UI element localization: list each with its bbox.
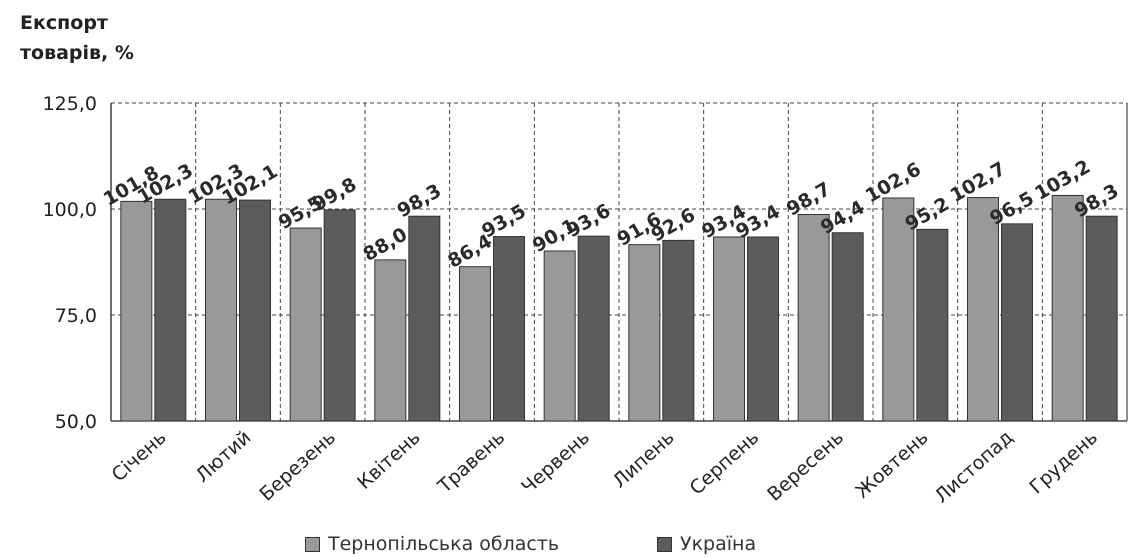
legend-swatch-ukraine: [657, 536, 672, 552]
bar-ukraine: [408, 215, 441, 422]
bar-ukraine: [1085, 215, 1118, 422]
legend-swatch-ternopil: [305, 536, 320, 552]
bar-ternopil: [289, 227, 322, 422]
bar-ternopil: [882, 197, 915, 422]
bar-ternopil: [1051, 194, 1084, 422]
x-tick-label: Червень: [517, 426, 594, 498]
legend-item-ukraine: Україна: [657, 532, 756, 556]
legend: Тернопільська область Україна: [0, 532, 1131, 557]
bar-ternopil: [713, 236, 745, 422]
y-tick-label: 100,0: [43, 199, 97, 221]
bar-ternopil: [120, 200, 153, 422]
x-tick-label: Серпень: [686, 426, 764, 499]
x-tick-label: Січень: [108, 426, 171, 486]
y-tick-label: 75,0: [55, 305, 97, 327]
bar-ukraine: [1001, 223, 1033, 422]
x-tick-label: Травень: [433, 426, 509, 498]
x-tick-label: Квітень: [353, 426, 424, 493]
bar-ukraine: [831, 232, 864, 422]
x-tick-label: Липень: [609, 426, 679, 492]
y-tick-label: 125,0: [43, 93, 97, 115]
bar-ternopil: [543, 250, 576, 422]
bar-ternopil: [797, 214, 830, 422]
bar-ukraine: [323, 209, 356, 422]
legend-label-ukraine: Україна: [680, 533, 757, 555]
y-axis-title-line-1: Експорт: [20, 12, 108, 34]
bar-ternopil: [374, 259, 407, 422]
y-axis-title-line-2: товарів, %: [20, 42, 134, 64]
x-tick-label: Жовтень: [851, 426, 932, 502]
x-tick-label: Березень: [256, 426, 340, 505]
bar-ternopil: [628, 244, 661, 422]
x-tick-label: Лютий: [192, 426, 256, 487]
bar-ukraine: [747, 236, 779, 422]
bar-ukraine: [239, 199, 271, 422]
bar-ukraine: [493, 236, 525, 422]
bar-ukraine: [154, 198, 187, 422]
bar-chart: 50,075,0100,0125,0101,8102,3Січень102,31…: [43, 93, 1128, 508]
x-tick-label: Грудень: [1025, 426, 1102, 498]
bar-ternopil: [459, 266, 491, 422]
legend-label-ternopil: Тернопільська область: [328, 533, 560, 555]
bar-ternopil: [205, 198, 237, 422]
bar-ukraine: [916, 228, 949, 422]
y-tick-label: 50,0: [55, 411, 97, 433]
bar-ternopil: [967, 197, 999, 422]
bar-ukraine: [662, 239, 695, 422]
legend-item-ternopil: Тернопільська область: [305, 532, 559, 556]
y-axis-title: Експорт товарів, %: [20, 8, 134, 68]
bar-ukraine: [577, 235, 610, 422]
x-tick-label: Вересень: [763, 426, 848, 505]
x-tick-label: Листопад: [931, 426, 1018, 507]
